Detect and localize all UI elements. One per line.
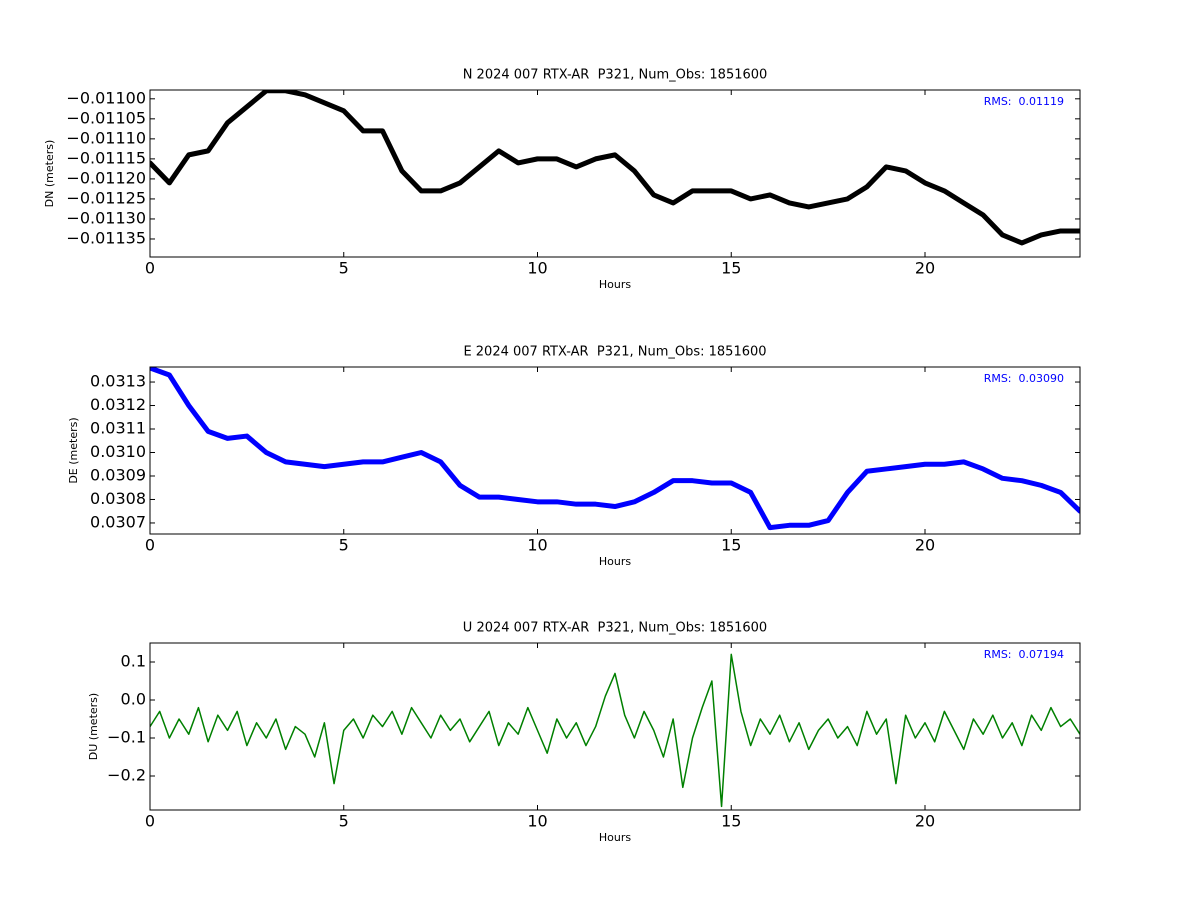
x-tick-label: 10	[527, 812, 547, 831]
x-tick-label: 0	[145, 812, 155, 831]
y-tick-label: −0.2	[107, 765, 146, 784]
x-tick-label: 5	[339, 536, 349, 555]
y-tick-label: −0.01115	[66, 148, 146, 167]
y-tick-label: −0.01125	[66, 188, 146, 207]
x-tick-label: 20	[915, 259, 935, 278]
x-tick-label: 20	[915, 536, 935, 555]
x-tick-label: 5	[339, 259, 349, 278]
x-tick-label: 10	[527, 536, 547, 555]
y-tick-label: −0.01130	[66, 208, 146, 227]
x-axis-label: Hours	[599, 278, 631, 291]
x-tick-label: 20	[915, 812, 935, 831]
x-tick-label: 0	[145, 536, 155, 555]
plot-frame	[149, 642, 1081, 811]
x-tick-label: 15	[721, 812, 741, 831]
y-tick-label: 0.0311	[90, 419, 146, 438]
x-tick-label: 15	[721, 259, 741, 278]
rms-annotation: RMS: 0.03090	[984, 372, 1064, 385]
chart-title: E 2024 007 RTX-AR P321, Num_Obs: 1851600	[463, 345, 766, 360]
y-axis-label: DE (meters)	[67, 417, 80, 483]
data-line	[150, 367, 1080, 531]
x-tick-label: 5	[339, 812, 349, 831]
y-tick-label: −0.1	[107, 727, 146, 746]
rms-annotation: RMS: 0.07194	[984, 648, 1064, 661]
chart-title: U 2024 007 RTX-AR P321, Num_Obs: 1851600	[463, 621, 767, 636]
x-tick-label: 15	[721, 536, 741, 555]
x-axis-label: Hours	[599, 555, 631, 568]
y-tick-label: 0.0307	[90, 512, 146, 531]
chart-title: N 2024 007 RTX-AR P321, Num_Obs: 1851600	[463, 68, 768, 83]
y-axis-label: DN (meters)	[43, 140, 56, 208]
y-tick-label: 0.0	[121, 689, 146, 708]
y-tick-label: 0.0312	[90, 395, 146, 414]
y-tick-label: −0.01120	[66, 168, 146, 187]
plot-frame	[149, 366, 1081, 535]
y-tick-label: 0.1	[121, 651, 146, 670]
y-tick-label: −0.01105	[66, 108, 146, 127]
y-tick-label: −0.01110	[66, 128, 146, 147]
data-line	[150, 653, 1080, 808]
x-axis-label: Hours	[599, 831, 631, 844]
y-axis-label: DU (meters)	[87, 693, 100, 760]
y-tick-label: 0.0313	[90, 372, 146, 391]
y-tick-label: −0.01100	[66, 88, 146, 107]
y-tick-label: 0.0308	[90, 489, 146, 508]
data-line	[150, 90, 1080, 246]
y-tick-label: −0.01135	[66, 228, 146, 247]
x-tick-label: 10	[527, 259, 547, 278]
x-tick-label: 0	[145, 259, 155, 278]
plot-frame	[149, 89, 1081, 258]
y-tick-label: 0.0310	[90, 442, 146, 461]
y-tick-label: 0.0309	[90, 465, 146, 484]
rms-annotation: RMS: 0.01119	[984, 95, 1064, 108]
